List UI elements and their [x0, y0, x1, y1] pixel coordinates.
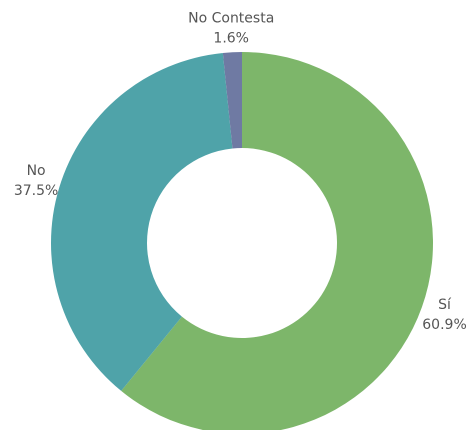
slice-value-label: 1.6%	[213, 30, 249, 46]
donut-slice	[51, 52, 233, 391]
donut-slice	[121, 52, 433, 430]
slice-value-label: 60.9%	[422, 317, 466, 333]
donut-slice	[222, 52, 242, 149]
slice-label: Sí	[438, 297, 452, 313]
slice-label: No	[27, 163, 46, 179]
slice-label: No Contesta	[188, 10, 274, 26]
slice-value-label: 37.5%	[14, 183, 58, 199]
